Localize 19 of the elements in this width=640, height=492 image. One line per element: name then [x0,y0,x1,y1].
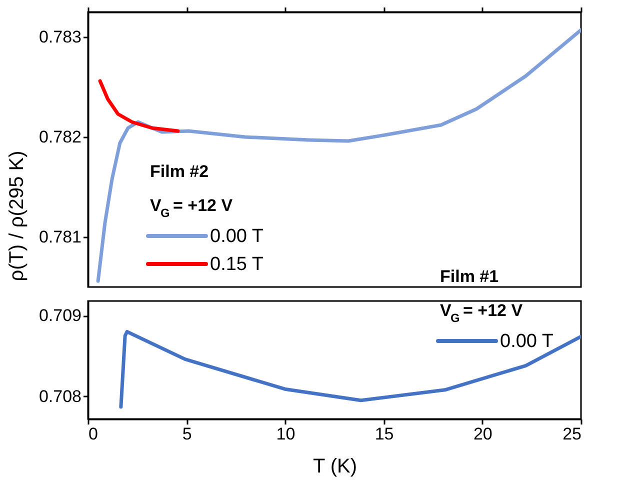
line-series [96,28,581,283]
x-tick-label: 5 [182,424,192,444]
y-tick-label: 0.709 [38,306,82,326]
line-series [119,330,581,409]
x-tick-label: 0 [88,424,98,444]
legend-label: 0.15 T [210,254,264,275]
legend-label: 0.00 T [210,226,264,247]
x-tick-label: 15 [374,424,394,444]
y-tick-label: 0.708 [38,386,82,406]
x-tick-label: 10 [276,424,296,444]
x-tick-label: 20 [473,424,492,444]
legend-label: 0.00 T [500,331,554,352]
y-axis-title: ρ(T) / ρ(295 K) [6,150,28,282]
y-tick-label: 0.782 [38,128,82,146]
y-tick-label: 0.781 [38,228,82,246]
line-series [98,79,180,133]
x-tick-label: 25 [562,424,582,444]
y-tick-label: 0.783 [38,28,82,46]
x-axis-title: T (K) [312,456,358,478]
